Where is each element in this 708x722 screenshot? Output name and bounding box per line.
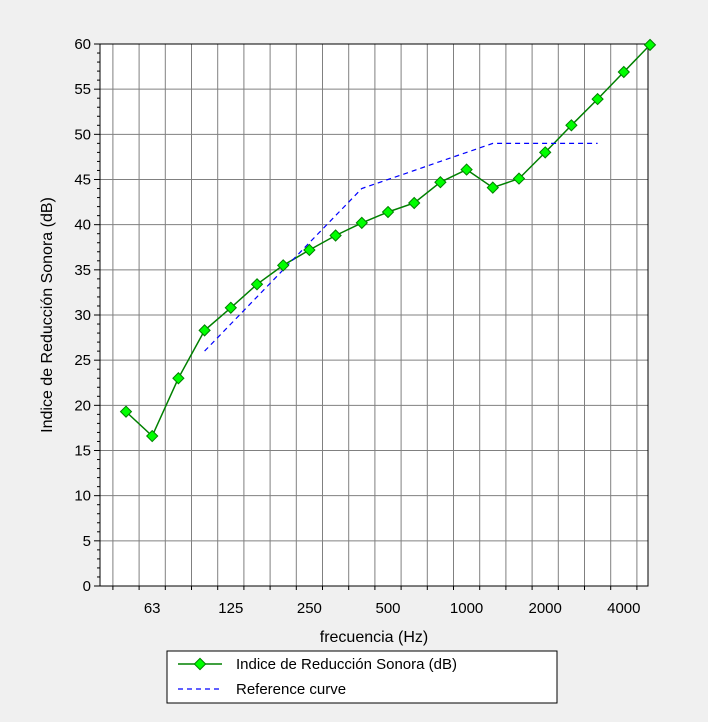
- y-axis-label: Indice de Reducción Sonora (dB): [39, 197, 56, 433]
- y-tick-label: 10: [74, 488, 91, 505]
- y-tick-label: 0: [83, 578, 91, 595]
- legend-label-series-1: Indice de Reducción Sonora (dB): [236, 656, 457, 673]
- data-point: [329, 229, 342, 242]
- series-line-2: [204, 142, 598, 352]
- data-point: [145, 429, 159, 443]
- y-tick-label: 50: [74, 126, 91, 143]
- data-point: [643, 38, 657, 52]
- x-tick-label: 4000: [607, 600, 640, 617]
- data-point: [355, 216, 369, 230]
- y-tick-label: 15: [74, 443, 91, 460]
- x-axis-label: frecuencia (Hz): [320, 629, 428, 646]
- x-tick-label: 2000: [529, 600, 562, 617]
- legend-marker-series-1: [193, 657, 207, 671]
- data-point: [617, 65, 631, 79]
- data-point: [303, 243, 316, 257]
- data-point: [276, 259, 290, 272]
- data-point: [486, 181, 500, 194]
- grid-lines: [100, 43, 648, 587]
- data-point: [172, 372, 185, 385]
- data-point: [198, 324, 211, 337]
- y-tick-label: 20: [74, 397, 91, 414]
- x-tick-label: 1000: [450, 600, 483, 617]
- data-point: [381, 205, 395, 219]
- x-axis-ticks: 63 125 250 500 1000 2000 4000: [112, 586, 640, 617]
- y-tick-label: 40: [74, 217, 91, 234]
- data-point: [224, 301, 238, 314]
- y-axis-ticks: 0 5 10 15 20 25 30 35 40 45 50 55 60: [74, 36, 100, 595]
- y-tick-label: 60: [74, 36, 91, 53]
- x-tick-label: 500: [375, 600, 400, 617]
- y-tick-label: 55: [74, 81, 91, 98]
- legend-label-series-2: Reference curve: [236, 681, 346, 698]
- legend: Indice de Reducción Sonora (dB) Referenc…: [166, 650, 558, 704]
- data-point: [460, 163, 473, 176]
- y-tick-label: 30: [74, 307, 91, 324]
- y-tick-label: 45: [74, 172, 91, 189]
- legend-box: [166, 650, 558, 704]
- data-point: [407, 196, 421, 210]
- plot-frame: [99, 43, 649, 587]
- x-tick-label: 125: [218, 600, 243, 617]
- data-point: [591, 92, 604, 106]
- y-tick-label: 25: [74, 352, 91, 369]
- data-point: [250, 278, 264, 291]
- x-tick-label: 250: [297, 600, 322, 617]
- y-tick-label: 5: [83, 533, 91, 550]
- series-layer: [119, 38, 657, 443]
- data-point: [119, 405, 133, 418]
- data-point: [538, 146, 552, 159]
- y-tick-label: 35: [74, 262, 91, 279]
- data-point: [512, 172, 526, 185]
- data-point: [565, 119, 578, 132]
- data-point: [434, 176, 447, 189]
- x-tick-label: 63: [144, 600, 161, 617]
